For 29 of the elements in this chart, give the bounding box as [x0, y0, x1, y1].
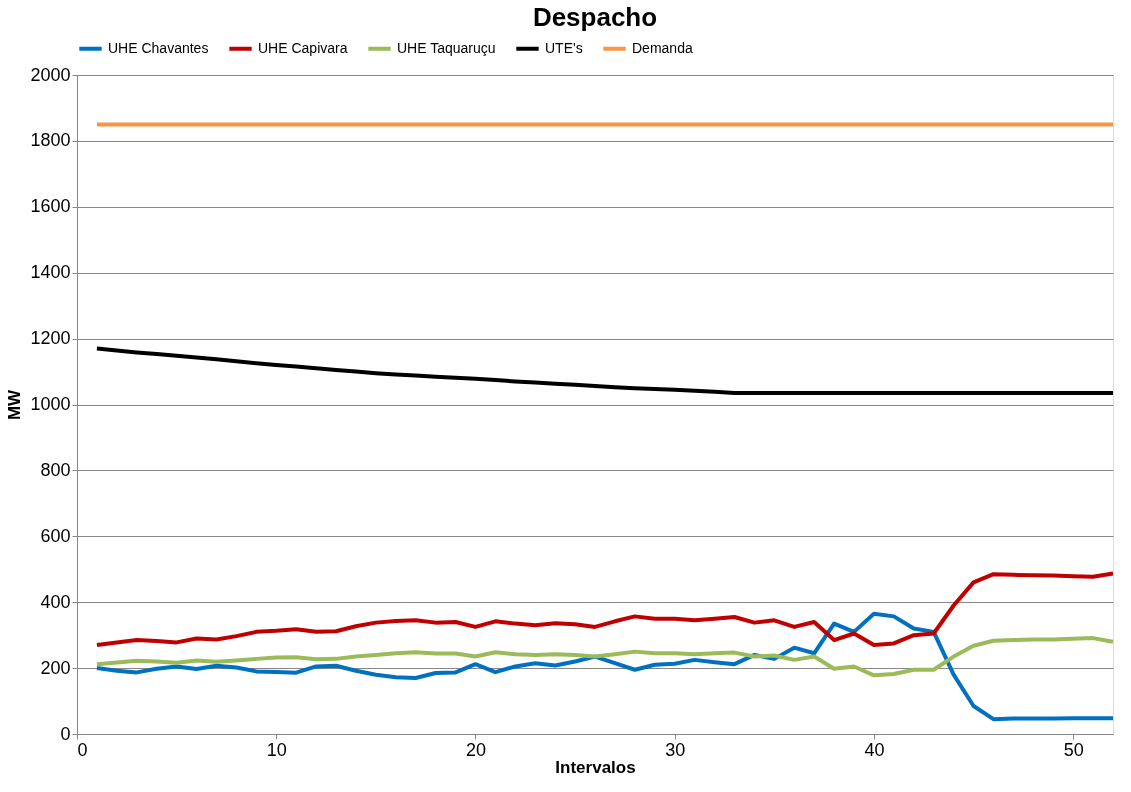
- y-tick-label: 600: [40, 525, 71, 546]
- y-tick-label: 1400: [30, 262, 71, 283]
- x-tick-label: 50: [1063, 739, 1084, 760]
- legend-label: UHE Capivara: [258, 39, 348, 56]
- y-tick-label: 200: [40, 657, 71, 678]
- y-tick-label: 2000: [30, 64, 71, 85]
- legend-label: UTE's: [545, 39, 583, 56]
- x-tick-label: 20: [465, 739, 486, 760]
- legend-label: Demanda: [632, 39, 693, 56]
- legend-label: UHE Taquaruçu: [397, 39, 496, 56]
- y-tick-label: 1800: [30, 130, 71, 151]
- line-series: [94, 636, 1115, 678]
- x-tick-label: 10: [266, 739, 287, 760]
- y-tick-label: 1000: [30, 394, 71, 414]
- line-series: [94, 611, 1115, 722]
- y-tick-label: 800: [40, 459, 71, 480]
- line-series: [94, 571, 1115, 648]
- x-tick-label: 0: [77, 739, 88, 760]
- x-axis-title: Intervalos: [555, 757, 636, 777]
- x-tick-label: 30: [665, 739, 686, 760]
- line-series: [94, 346, 1115, 395]
- y-tick-label: 400: [40, 591, 71, 612]
- chart-title: Despacho: [532, 2, 658, 32]
- y-axis-title: MW: [5, 388, 25, 421]
- y-tick-label: 1600: [30, 196, 71, 217]
- y-tick-label: 0: [60, 723, 71, 744]
- y-tick-label: 1200: [30, 328, 71, 349]
- legend-label: UHE Chavantes: [108, 39, 209, 56]
- x-tick-label: 40: [864, 739, 885, 760]
